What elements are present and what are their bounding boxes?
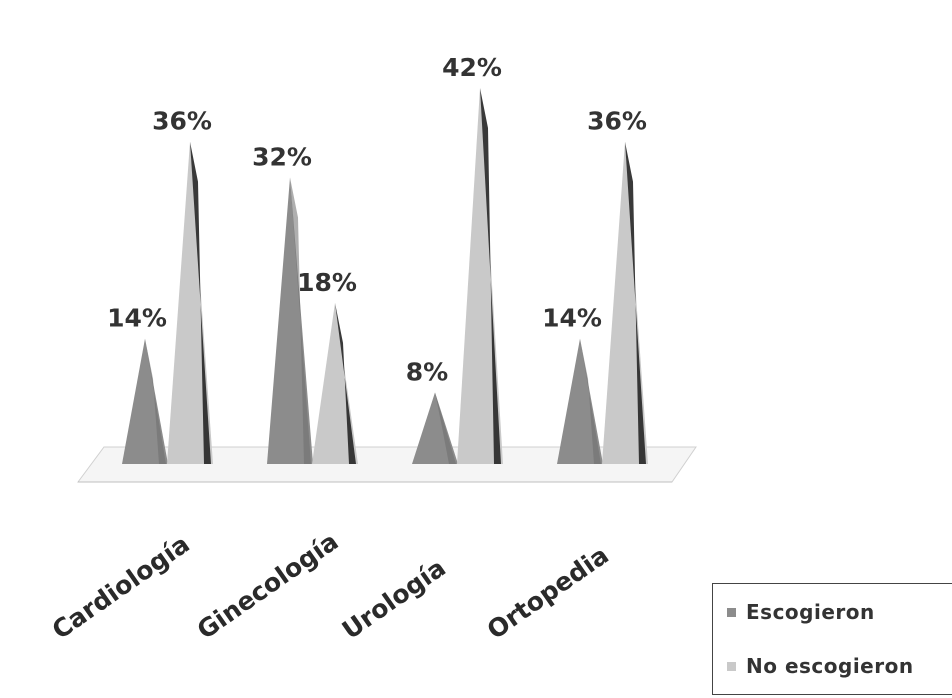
cone-urologia-no-escogieron [457,88,503,464]
cone-shadow-cardiologia-no-escogieron [190,141,211,464]
value-label-urologia-escogieron: 8% [406,357,448,386]
category-label-urologia: Urología [337,553,451,645]
value-label-ginecologia-escogieron: 32% [252,143,312,172]
cone-shadow-cardiologia-escogieron [145,338,166,464]
cone-face-cardiologia-escogieron [122,338,168,464]
cone-ginecologia-no-escogieron [312,302,358,464]
category-label-cardiologia: Cardiología [47,529,195,645]
legend: Escogieron No escogieron [712,583,952,695]
value-label-cardiologia-escogieron: 14% [107,304,167,333]
legend-label-no-escogieron: No escogieron [746,654,914,678]
legend-swatch-escogieron [727,607,736,617]
value-label-ginecologia-no-escogieron: 18% [297,268,357,297]
cone-face-cardiologia-no-escogieron [167,141,213,464]
value-label-ortopedia-escogieron: 14% [542,304,602,333]
legend-label-escogieron: Escogieron [746,600,875,624]
category-label-ortopedia: Ortopedia [482,540,614,645]
cone-face-ortopedia-escogieron [557,338,603,464]
cone-cardiologia-escogieron [122,338,168,464]
cone-face-ginecologia-no-escogieron [312,302,358,464]
cone-series-group [122,88,648,464]
value-label-urologia-no-escogieron: 42% [442,53,502,82]
cone-face-ortopedia-no-escogieron [602,141,648,464]
cone-face-urologia-no-escogieron [457,88,503,464]
cone-shadow-urologia-escogieron [435,392,456,464]
cone-face-ginecologia-escogieron [267,177,313,464]
cone-ortopedia-no-escogieron [602,141,648,464]
cone-cardiologia-no-escogieron [167,141,213,464]
value-label-group: 14% 36% 32% 18% 8% 42% 14% 36% [107,53,647,386]
cone-shadow-ginecologia-no-escogieron [335,302,356,464]
cone-ortopedia-escogieron [557,338,603,464]
value-label-cardiologia-no-escogieron: 36% [152,107,212,136]
cone-shadow-ortopedia-no-escogieron [625,141,646,464]
value-label-ortopedia-no-escogieron: 36% [587,107,647,136]
category-label-ginecologia: Ginecología [192,527,344,645]
cone-urologia-escogieron [412,392,458,464]
cone-shadow-ginecologia-escogieron [290,177,311,464]
legend-item-no-escogieron: No escogieron [727,654,914,678]
cone-ginecologia-escogieron [267,177,313,464]
legend-swatch-no-escogieron [727,661,736,671]
legend-item-escogieron: Escogieron [727,600,875,624]
cone-shadow-urologia-no-escogieron [480,88,501,464]
